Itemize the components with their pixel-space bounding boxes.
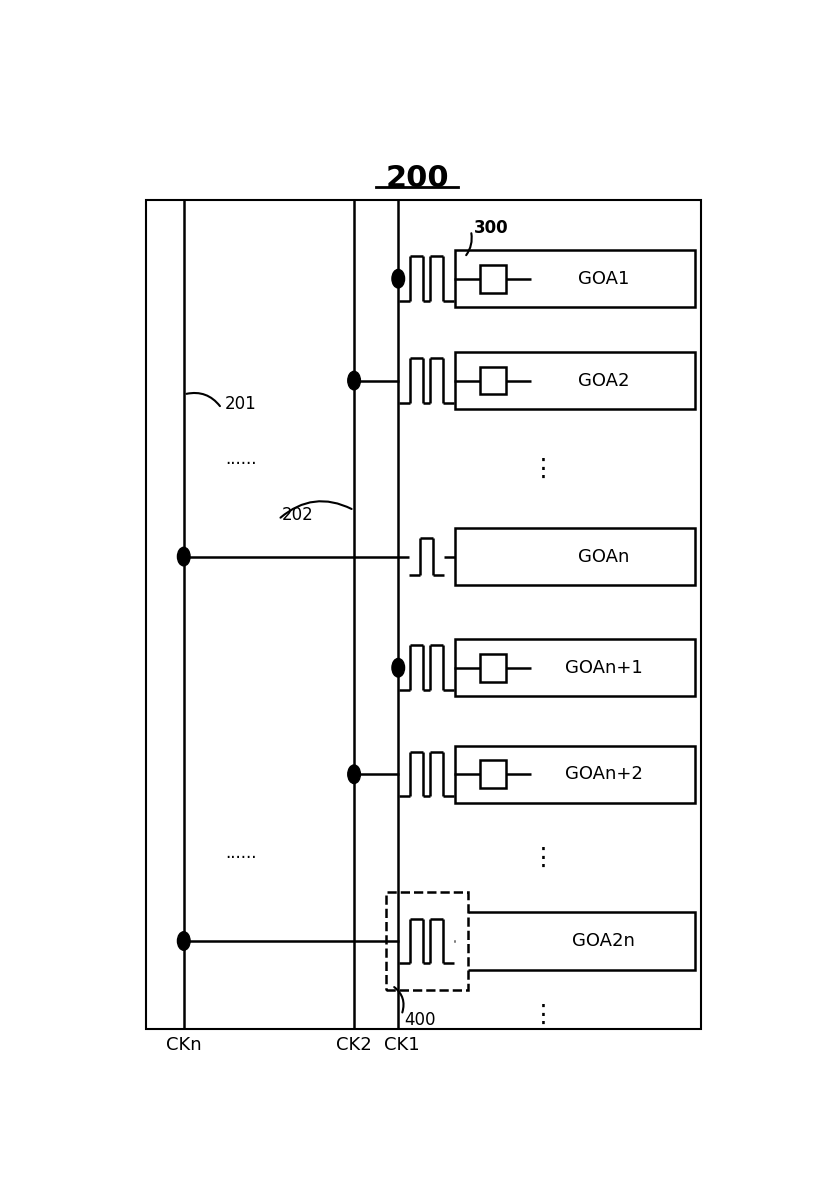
Bar (455, 746, 695, 802)
Text: ⋮: ⋮ (531, 457, 556, 480)
Text: CK2: CK2 (336, 1036, 372, 1054)
Circle shape (392, 658, 405, 677)
Text: CK1: CK1 (383, 1036, 419, 1054)
Bar (146, 200, 701, 1029)
Text: 200: 200 (385, 164, 449, 194)
Bar (479, 760, 506, 788)
Bar (455, 639, 695, 697)
Bar (479, 653, 506, 682)
Text: 400: 400 (405, 1011, 436, 1029)
Text: ⋮: ⋮ (531, 846, 556, 870)
Text: GOAn: GOAn (578, 547, 629, 565)
Circle shape (348, 765, 361, 783)
Circle shape (177, 931, 190, 950)
Text: 202: 202 (282, 506, 313, 523)
Circle shape (177, 547, 190, 565)
Bar (455, 250, 695, 308)
Text: 201: 201 (225, 395, 256, 413)
Bar (386, 893, 467, 990)
Bar (479, 265, 506, 292)
Text: GOA2: GOA2 (578, 372, 629, 390)
Bar (479, 367, 506, 395)
Bar (455, 351, 695, 409)
Text: ......: ...... (225, 845, 256, 863)
Text: GOA2n: GOA2n (572, 932, 635, 950)
Bar (455, 912, 695, 970)
Bar (455, 528, 695, 586)
Text: GOAn+1: GOAn+1 (565, 659, 642, 677)
Text: 300: 300 (474, 219, 509, 237)
Circle shape (348, 372, 361, 390)
Text: GOA1: GOA1 (578, 269, 629, 288)
Circle shape (392, 269, 405, 288)
Text: ......: ...... (225, 450, 256, 468)
Text: ⋮: ⋮ (531, 1003, 556, 1027)
Text: CKn: CKn (166, 1036, 202, 1054)
Text: GOAn+2: GOAn+2 (565, 765, 642, 783)
